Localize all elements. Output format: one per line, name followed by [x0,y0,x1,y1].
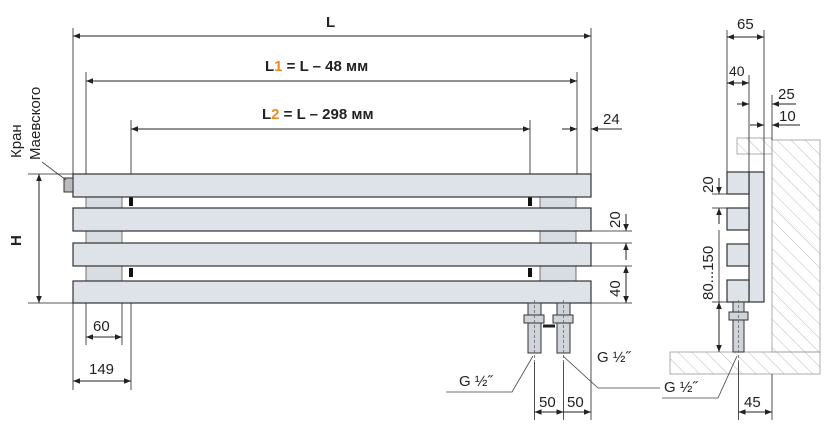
valve-label-line1: Кран [8,124,25,158]
dim-60: 60 [93,318,110,335]
dim-20-front: 20 [607,211,624,228]
side-view: 65 40 25 10 20 80...150 45 G ½˝ [662,16,821,420]
wall-top-edge [736,137,773,155]
floor [669,351,821,375]
dim-L2-label: L2 = L – 298 мм [262,106,374,123]
separator [528,197,532,206]
separator [129,268,133,277]
dim-45: 45 [744,394,761,411]
dim-L1-label: L1 = L – 48 мм [265,58,368,75]
bar-profile-3 [726,243,750,267]
dim-149: 149 [89,361,114,378]
dim-L-label: L [326,14,335,31]
bleed-valve [63,177,74,193]
separator [528,268,532,277]
dim-50-left: 50 [539,394,556,411]
dim-80-150: 80...150 [700,246,717,300]
thread-label-right: G ½˝ [597,349,631,366]
wall [771,139,821,353]
thread-label-side: G ½˝ [664,379,698,396]
radiator-bar-4 [72,280,592,304]
dim-65: 65 [737,16,754,33]
inlet-pipes [523,300,574,362]
separator [129,197,133,206]
dim-40-side: 40 [729,63,745,79]
bracket-plate [748,171,765,303]
front-view: L L1 = L – 48 мм L2 = L – 298 мм 24 H Кр… [8,14,660,420]
dim-10: 10 [779,108,796,125]
bar-profile-2 [726,207,750,231]
dim-25: 25 [778,86,795,103]
dim-H-label: H [8,235,25,246]
valve-label-line2: Маевского [27,87,44,160]
bar-profile-1 [726,171,750,195]
radiator-bar-2 [72,207,592,232]
dim-24: 24 [603,111,620,128]
dim-20-side: 20 [700,176,717,193]
dim-40-front: 40 [607,280,624,297]
bar-profile-4 [726,279,750,303]
thread-label-left: G ½˝ [459,373,493,390]
radiator-bar-3 [72,242,592,267]
dim-50-right: 50 [567,394,584,411]
radiator-bar-1 [72,173,592,198]
